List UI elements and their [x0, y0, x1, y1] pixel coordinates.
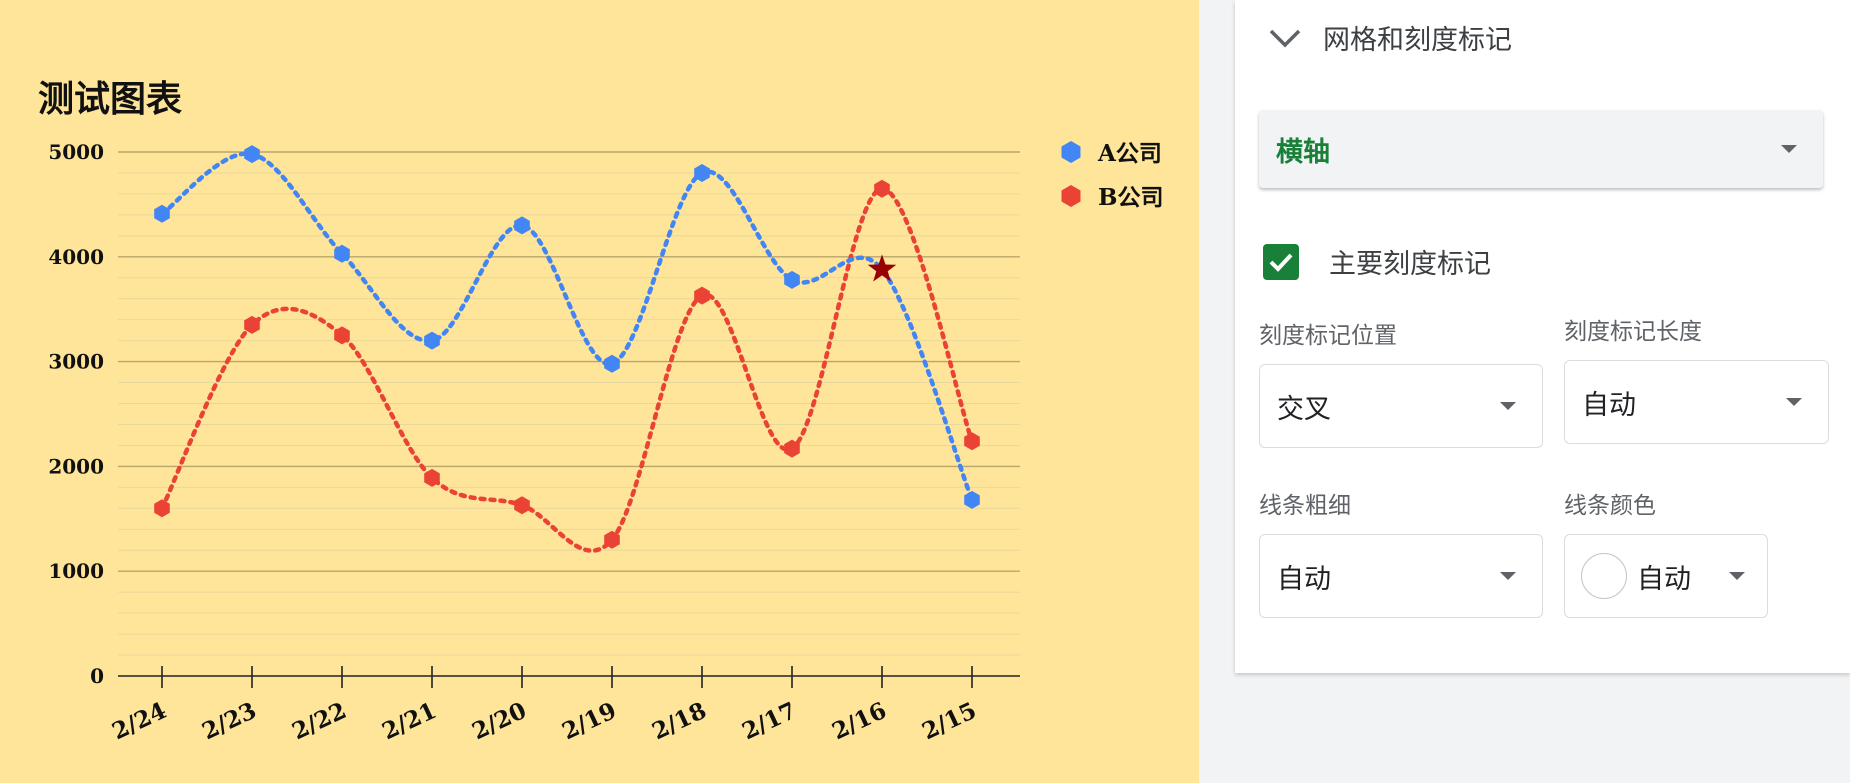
data-point: [334, 244, 350, 263]
y-tick-label: 2000: [48, 454, 104, 478]
chart-editor-panel: 网格和刻度标记 横轴 主要刻度标记 刻度标记位置 交叉 刻度标记长度 自动 线条…: [1235, 0, 1850, 673]
data-point: [334, 326, 350, 345]
y-tick-label: 3000: [48, 350, 104, 374]
series-line: [159, 151, 975, 503]
chart-title: 测试图表: [38, 79, 183, 120]
chart-area: 0 1000 2000 3000 4000 5000 2/24 2/23 2/22 2/21 2/2…: [0, 0, 1199, 783]
legend-marker: [1061, 185, 1081, 207]
data-point: [154, 204, 170, 223]
star-marker: [867, 254, 897, 282]
data-point: [694, 164, 710, 182]
major-ticks-toggle[interactable]: 主要刻度标记: [1263, 242, 1491, 281]
dropdown-caret-icon: [1500, 402, 1516, 410]
data-point: [784, 439, 800, 458]
data-point: [874, 179, 890, 198]
legend-marker: [1061, 141, 1081, 163]
data-point: [244, 315, 260, 334]
x-tick-label: 2/15: [918, 697, 981, 745]
x-tick-label: 2/16: [828, 697, 891, 745]
data-point: [244, 145, 260, 164]
y-tick-label: 5000: [48, 140, 104, 164]
axis-select[interactable]: 横轴: [1259, 110, 1823, 188]
dropdown-caret-icon: [1786, 398, 1802, 406]
data-point: [694, 286, 710, 305]
major-ticks-checkbox[interactable]: [1263, 243, 1299, 280]
data-point: [514, 216, 530, 235]
data-point: [964, 432, 980, 451]
tick-position-label: 刻度标记位置: [1259, 323, 1397, 349]
data-point: [424, 468, 440, 487]
legend-label: A公司: [1097, 140, 1162, 167]
y-tick-label: 4000: [48, 245, 104, 269]
chevron-down-icon[interactable]: [1267, 20, 1303, 56]
line-color-label: 线条颜色: [1564, 493, 1656, 519]
line-weight-value: 自动: [1277, 563, 1331, 595]
axis-select-value: 横轴: [1276, 136, 1330, 168]
data-point: [604, 354, 620, 373]
y-tick-label: 1000: [48, 559, 104, 583]
data-point: [514, 496, 530, 515]
color-swatch: [1581, 553, 1627, 599]
dropdown-caret-icon: [1729, 572, 1745, 580]
check-icon: [1269, 253, 1293, 272]
tick-position-dropdown[interactable]: 交叉: [1259, 364, 1543, 448]
tick-position-value: 交叉: [1277, 393, 1331, 425]
line-color-value: 自动: [1637, 563, 1691, 595]
dropdown-caret-icon: [1781, 145, 1797, 153]
data-point: [154, 499, 170, 518]
x-tick-label: 2/20: [468, 697, 531, 745]
line-weight-label: 线条粗细: [1259, 493, 1351, 519]
line-chart: 0 1000 2000 3000 4000 5000 2/24 2/23 2/22 2/21 2/2…: [48, 140, 1163, 745]
tick-length-label: 刻度标记长度: [1564, 319, 1702, 345]
y-tick-label: 0: [90, 664, 104, 688]
major-ticks-label: 主要刻度标记: [1329, 249, 1491, 280]
line-color-dropdown[interactable]: 自动: [1564, 534, 1768, 618]
x-tick-label: 2/22: [288, 697, 351, 745]
data-point: [424, 331, 440, 350]
x-tick-label: 2/23: [198, 697, 261, 745]
data-point: [964, 490, 980, 509]
section-title: 网格和刻度标记: [1323, 25, 1512, 56]
data-point: [604, 530, 620, 549]
x-tick-label: 2/17: [738, 697, 801, 745]
x-tick-label: 2/18: [648, 697, 711, 745]
section-header-gridlines-ticks[interactable]: 网格和刻度标记: [1267, 18, 1512, 57]
legend-label: B公司: [1098, 184, 1163, 211]
x-tick-label: 2/19: [558, 697, 621, 745]
tick-length-value: 自动: [1582, 389, 1636, 421]
dropdown-caret-icon: [1500, 572, 1516, 580]
data-point: [784, 270, 800, 289]
x-tick-label: 2/24: [108, 697, 171, 745]
tick-length-dropdown[interactable]: 自动: [1564, 360, 1829, 444]
x-tick-label: 2/21: [378, 697, 441, 745]
series-line: [159, 186, 975, 553]
line-weight-dropdown[interactable]: 自动: [1259, 534, 1543, 618]
